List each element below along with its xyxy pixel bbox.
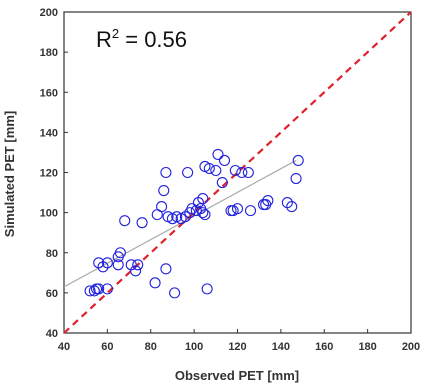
data-point — [231, 203, 244, 215]
y-tick-label: 60 — [46, 288, 58, 300]
y-tick-label: 160 — [40, 87, 58, 99]
x-tick-label: 200 — [402, 341, 420, 353]
data-point — [97, 261, 109, 273]
r-squared-exponent: 2 — [112, 26, 119, 41]
data-point — [101, 283, 113, 295]
data-point — [236, 166, 248, 179]
data-point — [197, 207, 209, 219]
x-tick-label: 140 — [272, 341, 290, 353]
data-point — [218, 154, 231, 167]
y-tick-label: 200 — [40, 7, 58, 19]
r-squared-value: = 0.56 — [119, 27, 187, 52]
y-tick-label: 100 — [40, 208, 58, 220]
one-to-one-line — [63, 11, 412, 334]
data-point — [179, 211, 191, 223]
data-point — [160, 263, 172, 275]
x-tick-label: 120 — [228, 341, 246, 353]
x-tick-label: 60 — [101, 341, 113, 353]
x-axis-ticks: 40 60 80 100 120 140 160 180 200 — [58, 329, 420, 353]
x-tick-label: 80 — [145, 341, 157, 353]
y-tick-label: 140 — [40, 127, 58, 139]
data-point — [286, 201, 298, 213]
x-tick-label: 40 — [58, 341, 70, 353]
data-point — [93, 257, 105, 269]
data-point — [130, 265, 142, 277]
x-axis-title: Observed PET [mm] — [175, 368, 299, 383]
y-tick-label: 40 — [46, 328, 58, 340]
data-point — [257, 199, 270, 211]
data-point — [192, 197, 205, 209]
data-point — [201, 283, 213, 295]
data-point — [281, 197, 293, 209]
data-point — [101, 257, 113, 269]
data-point — [119, 215, 131, 227]
y-tick-label: 120 — [40, 168, 58, 180]
data-point — [156, 201, 168, 213]
data-point — [149, 277, 161, 289]
data-point — [197, 193, 209, 205]
x-tick-label: 100 — [185, 341, 203, 353]
y-axis-title: Simulated PET [mm] — [2, 111, 17, 237]
data-point — [132, 259, 144, 271]
data-point — [160, 166, 172, 179]
data-point — [225, 205, 237, 217]
y-tick-label: 180 — [40, 47, 58, 59]
r-squared-base: R — [96, 27, 112, 52]
data-point — [169, 287, 181, 299]
data-point — [229, 164, 241, 177]
data-point — [292, 154, 304, 167]
x-tick-label: 160 — [315, 341, 333, 353]
data-point — [203, 162, 215, 175]
data-point — [84, 285, 96, 297]
x-tick-label: 180 — [358, 341, 376, 353]
data-point — [212, 148, 224, 160]
y-tick-label: 80 — [46, 248, 58, 260]
data-point — [262, 195, 274, 207]
data-point — [90, 283, 103, 295]
data-point — [244, 205, 257, 217]
data-point — [242, 166, 254, 179]
data-point — [114, 247, 126, 259]
data-point — [112, 259, 124, 271]
data-point — [158, 185, 170, 197]
data-point — [136, 217, 148, 229]
data-point — [199, 209, 211, 221]
data-point — [210, 164, 222, 177]
data-point — [125, 259, 137, 271]
r-squared-annotation: R2 = 0.56 — [96, 26, 187, 52]
data-point — [182, 166, 194, 179]
one-to-one-layer — [63, 11, 412, 334]
data-points — [84, 148, 304, 299]
y-axis-ticks: 40 60 80 100 120 140 160 180 200 — [40, 7, 68, 340]
data-point — [290, 172, 302, 185]
data-point — [216, 176, 228, 189]
